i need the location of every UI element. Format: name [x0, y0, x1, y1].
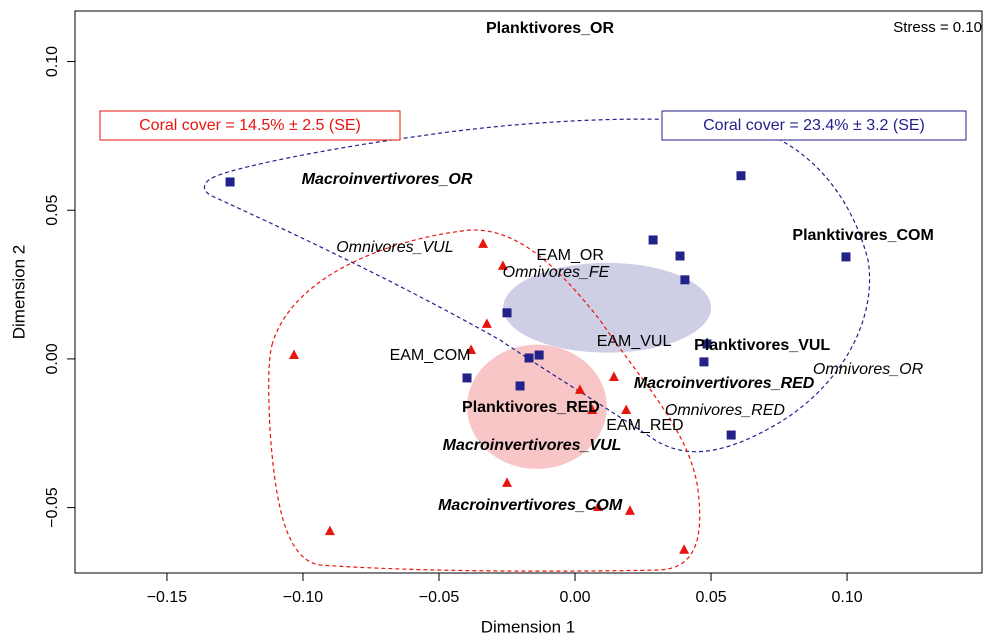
point	[515, 381, 525, 391]
point	[502, 477, 513, 487]
annotation: EAM_RED	[606, 417, 683, 434]
x-axis-title: Dimension 1	[481, 617, 576, 636]
annotation: Macroinvertivores_OR	[302, 171, 473, 188]
point	[680, 275, 690, 285]
note-box	[661, 110, 967, 141]
point	[841, 252, 851, 262]
point	[288, 349, 299, 360]
coral-note: Coral cover = 14.5% ± 2.5 (SE)	[139, 117, 361, 134]
point	[324, 525, 335, 536]
point	[621, 404, 632, 415]
point	[648, 235, 658, 245]
x-tick-label: 0.00	[559, 589, 590, 606]
point	[702, 339, 712, 349]
annotation: EAM_VUL	[597, 333, 672, 350]
point	[608, 371, 619, 382]
point	[524, 353, 534, 363]
stress-label: Stress = 0.10	[893, 19, 982, 36]
point	[679, 544, 690, 554]
y-tick-label: 0.05	[44, 195, 61, 226]
group-ellipse	[467, 344, 607, 469]
annotation: Macroinvertivores_VUL	[443, 437, 622, 454]
note-box	[99, 110, 401, 141]
group-ellipse	[503, 262, 712, 353]
point	[502, 308, 512, 318]
point	[675, 251, 685, 261]
y-tick-label: 0.00	[44, 343, 61, 374]
x-tick-label: 0.10	[831, 589, 862, 606]
y-axis-title: Dimension 2	[9, 245, 28, 340]
ellipse-layer	[467, 262, 712, 469]
blue-hull	[203, 118, 871, 453]
y-tick-label: 0.10	[44, 46, 61, 77]
x-tick-label: −0.05	[419, 589, 460, 606]
point	[466, 344, 477, 354]
point	[593, 501, 604, 511]
point	[225, 177, 235, 187]
annotation: Planktivores_OR	[486, 20, 615, 37]
point	[481, 318, 492, 328]
point	[462, 373, 472, 383]
point	[478, 238, 489, 248]
red-hull	[268, 229, 701, 572]
point	[726, 430, 736, 440]
point	[587, 404, 598, 415]
annotation: Macroinvertivores_RED	[634, 375, 815, 392]
y-tick-label: −0.05	[44, 487, 61, 528]
annotation: EAM_COM	[390, 347, 471, 364]
annotation: Omnivores_VUL	[336, 239, 453, 256]
annotation: Planktivores_COM	[792, 227, 933, 244]
point	[574, 384, 585, 394]
point	[736, 171, 746, 181]
annotation: Omnivores_OR	[813, 361, 924, 378]
point	[534, 350, 544, 360]
annotation: Planktivores_RED	[462, 399, 600, 416]
x-tick-label: −0.15	[147, 589, 188, 606]
annotation: EAM_OR	[536, 247, 604, 264]
annotation: Omnivores_FE	[503, 264, 610, 281]
annotation: Macroinvertivores_COM	[438, 497, 623, 514]
annotation: Planktivores_VUL	[694, 337, 830, 354]
plot-frame	[74, 10, 983, 574]
x-tick-label: 0.05	[695, 589, 726, 606]
annotation: Omnivores_RED	[665, 402, 785, 419]
point	[624, 505, 635, 515]
x-tick-label: −0.10	[283, 589, 324, 606]
point	[497, 260, 508, 270]
point	[699, 357, 709, 367]
points-layer	[225, 171, 851, 554]
coral-note: Coral cover = 23.4% ± 3.2 (SE)	[703, 117, 925, 134]
